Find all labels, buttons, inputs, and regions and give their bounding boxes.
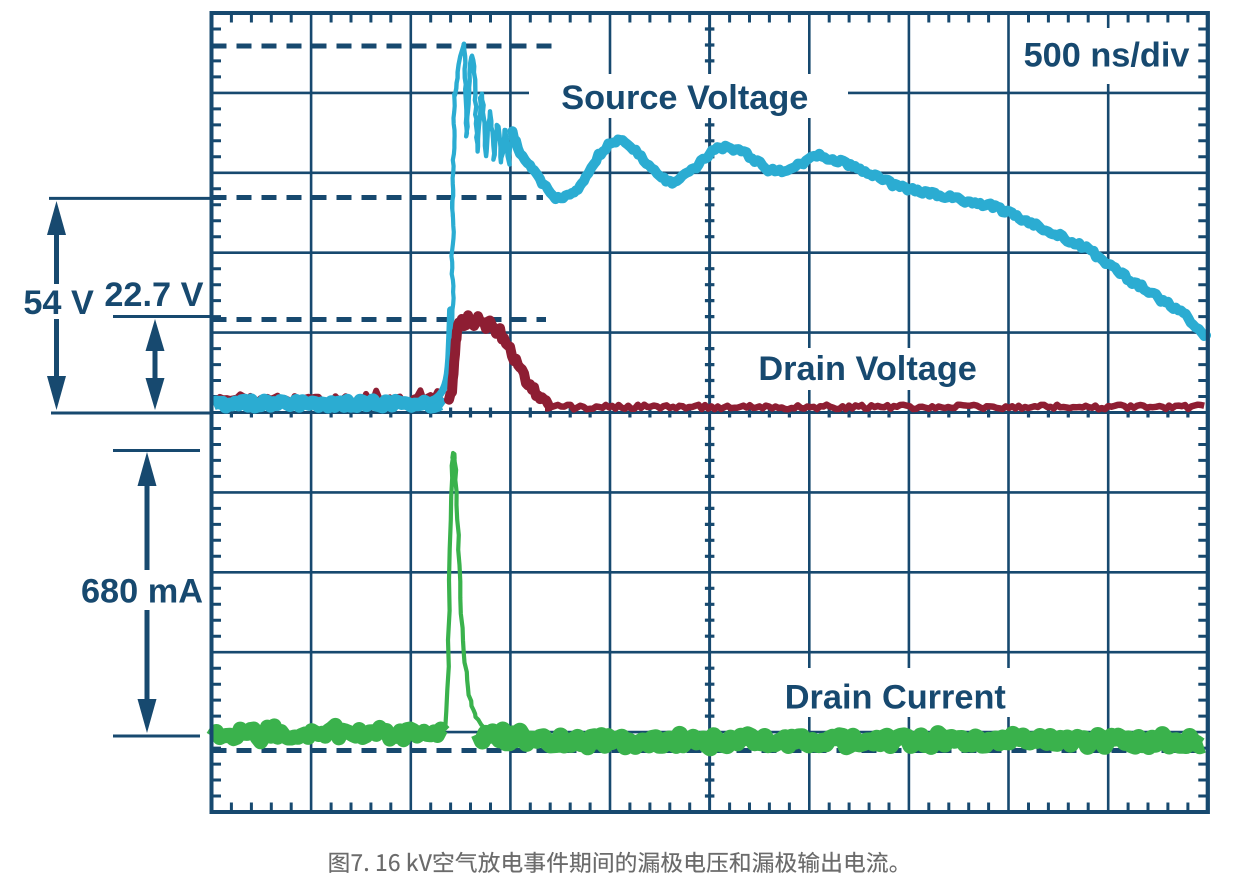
svg-text:22.7 V: 22.7 V (104, 276, 203, 314)
svg-text:54 V: 54 V (23, 284, 94, 322)
svg-text:Drain Current: Drain Current (785, 679, 1006, 717)
svg-text:Source Voltage: Source Voltage (561, 79, 808, 117)
svg-text:500 ns/div: 500 ns/div (1024, 37, 1190, 75)
svg-text:680 mA: 680 mA (81, 573, 203, 611)
svg-text:Drain Voltage: Drain Voltage (758, 350, 977, 388)
